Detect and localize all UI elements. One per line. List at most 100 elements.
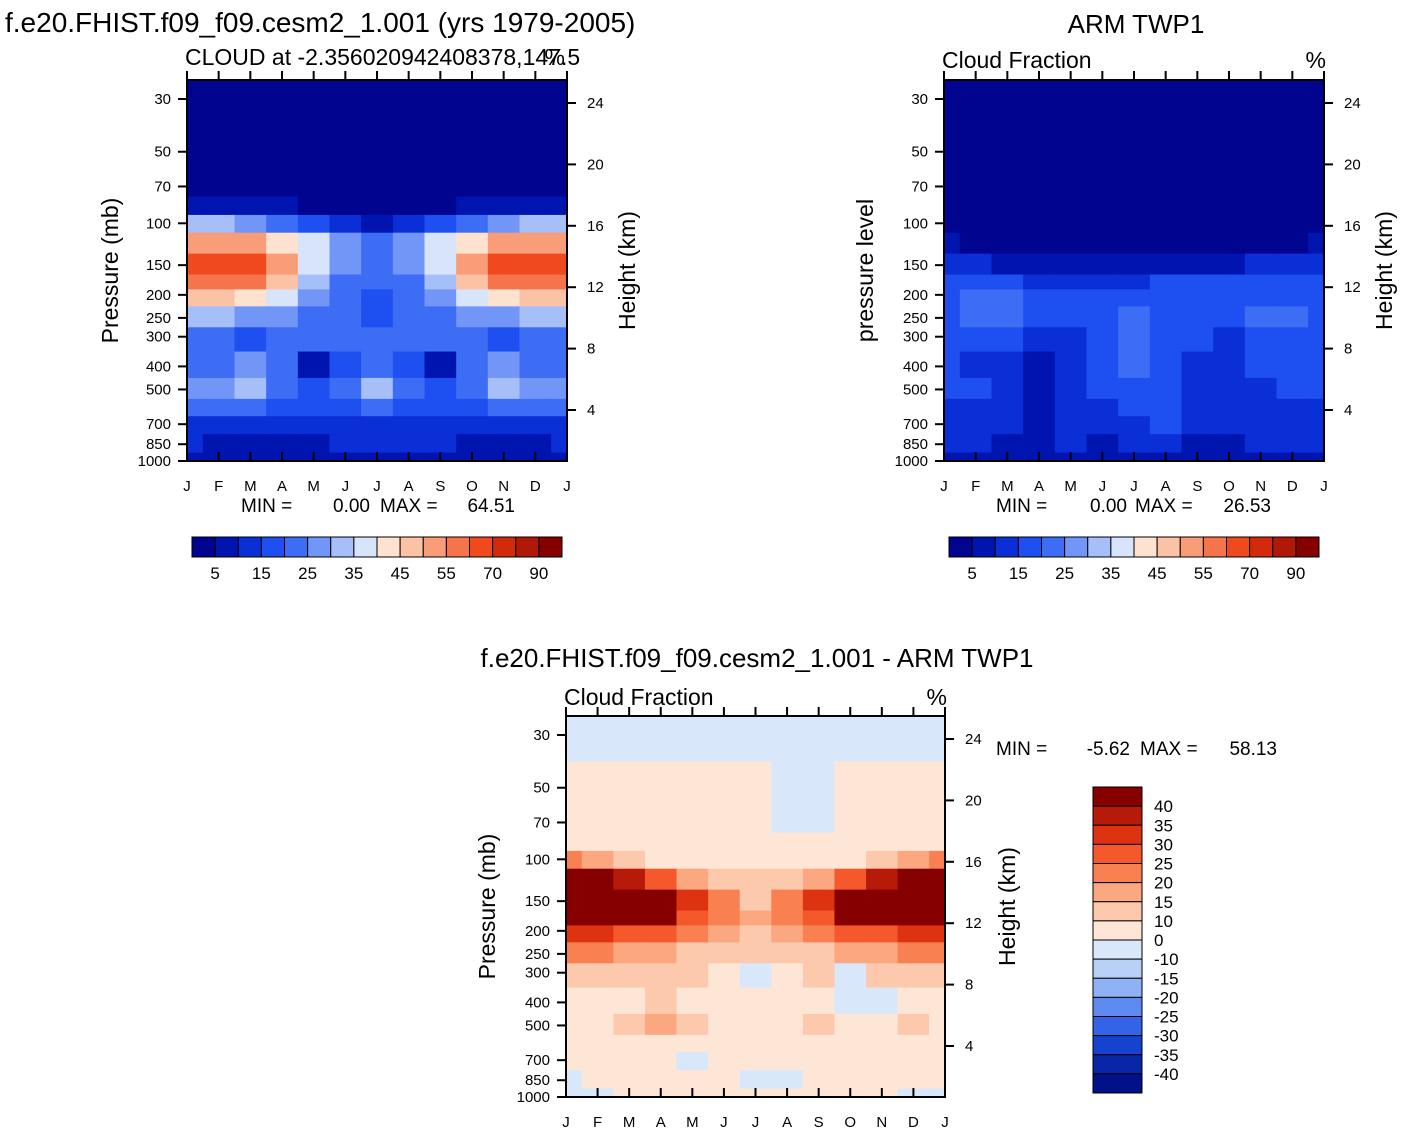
diff-cell xyxy=(739,889,772,912)
diff-cell xyxy=(644,868,678,891)
model-y-tick-label: 30 xyxy=(154,91,171,108)
model-cell xyxy=(187,289,204,307)
diff-cell xyxy=(771,805,804,834)
obs-cell xyxy=(1213,306,1246,328)
model-cell xyxy=(456,416,489,435)
diff-cell xyxy=(676,761,709,806)
obs-colorbar-swatch xyxy=(1249,536,1274,558)
diff-cell xyxy=(613,925,646,943)
obs-y-tick-label: 70 xyxy=(911,178,928,195)
obs-cell xyxy=(959,351,993,379)
obs-cell xyxy=(1118,196,1151,216)
model-cell xyxy=(551,253,568,276)
obs-subtitle: Cloud Fraction xyxy=(942,47,1092,73)
obs-colorbar-label: 90 xyxy=(1286,564,1305,583)
model-colorbar-swatch xyxy=(330,536,355,558)
diff-cell xyxy=(566,805,583,834)
model-cell xyxy=(424,169,457,198)
diff-cell xyxy=(866,832,899,852)
model-colorbar-label: 55 xyxy=(437,564,456,583)
diff-cell xyxy=(613,716,646,762)
obs-cell xyxy=(1149,306,1183,328)
diff-cell xyxy=(866,1070,899,1090)
obs-cell xyxy=(1054,377,1088,400)
model-x-tick-label: M xyxy=(244,478,257,495)
obs-y-tick-label: 300 xyxy=(903,329,928,346)
diff-colorbar-swatch xyxy=(1092,1073,1143,1094)
diff-cell xyxy=(613,1034,646,1053)
model-cell xyxy=(487,327,521,353)
model-field xyxy=(187,80,568,462)
model-cell xyxy=(551,306,568,328)
diff-cell xyxy=(676,987,709,1015)
diff-cell xyxy=(708,987,741,1015)
model-cell xyxy=(519,289,552,307)
obs-cell xyxy=(1213,289,1246,307)
model-cell xyxy=(297,232,331,255)
diff-x-tick-label: M xyxy=(686,1114,699,1131)
model-cell xyxy=(202,274,236,291)
obs-y-tick-label: 150 xyxy=(903,257,928,274)
obs-cell xyxy=(1308,253,1325,276)
obs-colorbar-label: 5 xyxy=(967,564,976,583)
diff-colorbar-label: -25 xyxy=(1154,1008,1179,1027)
diff-cell xyxy=(739,850,772,870)
model-cell xyxy=(487,306,521,328)
diff-cell xyxy=(739,1013,772,1036)
obs-colorbar-label: 15 xyxy=(1009,564,1028,583)
diff-cell xyxy=(581,963,614,989)
model-cell xyxy=(202,196,236,216)
model-cell xyxy=(456,214,489,234)
model-cell xyxy=(361,253,394,276)
model-x-tick-label: J xyxy=(342,478,350,495)
obs-cell xyxy=(1276,377,1309,400)
diff-cell xyxy=(708,889,741,912)
obs-cell xyxy=(1308,232,1325,255)
model-cell xyxy=(361,196,394,216)
obs-cell xyxy=(1308,274,1325,291)
diff-cell xyxy=(866,889,899,912)
obs-cell xyxy=(1086,434,1119,454)
diff-cell xyxy=(897,910,930,927)
diff-colorbar-swatch xyxy=(1092,901,1143,922)
obs-cell xyxy=(1276,196,1309,216)
diff-y-tick-label: 150 xyxy=(525,893,550,910)
diff-cell xyxy=(644,910,678,927)
obs-cell xyxy=(1213,253,1246,276)
obs-cell xyxy=(1023,416,1056,435)
model-cell xyxy=(234,306,267,328)
obs-cell xyxy=(1023,398,1056,417)
diff-y2-tick-label: 24 xyxy=(965,731,982,748)
model-min-label: MIN = xyxy=(241,496,292,517)
obs-cell xyxy=(991,274,1024,291)
model-cell xyxy=(487,214,521,234)
obs-cell xyxy=(1086,377,1119,400)
model-cell xyxy=(234,80,267,126)
diff-field xyxy=(566,716,946,1098)
model-cell xyxy=(329,274,362,291)
obs-cell xyxy=(959,214,993,234)
obs-x-tick-label: M xyxy=(1001,478,1014,495)
diff-cell xyxy=(802,868,836,891)
model-cell xyxy=(456,169,489,198)
diff-cell xyxy=(739,832,772,852)
model-cell xyxy=(424,416,457,435)
diff-cell xyxy=(566,761,583,806)
diff-cell xyxy=(644,942,678,964)
model-cell xyxy=(361,289,394,307)
diff-cell xyxy=(897,716,930,762)
diff-cell xyxy=(834,910,867,927)
obs-y2-tick-label: 20 xyxy=(1344,156,1361,173)
obs-cell xyxy=(1308,169,1325,198)
model-cell xyxy=(202,253,236,276)
diff-cell xyxy=(802,963,836,989)
obs-max-label: MAX = xyxy=(1135,496,1193,517)
obs-cell xyxy=(1213,232,1246,255)
diff-x-tick-label: J xyxy=(720,1114,728,1131)
model-cell xyxy=(456,327,489,353)
model-y-tick-label: 70 xyxy=(154,178,171,195)
diff-cell xyxy=(566,850,583,870)
obs-cell xyxy=(1054,434,1088,454)
obs-colorbar-swatch xyxy=(1133,536,1158,558)
diff-cell xyxy=(708,925,741,943)
